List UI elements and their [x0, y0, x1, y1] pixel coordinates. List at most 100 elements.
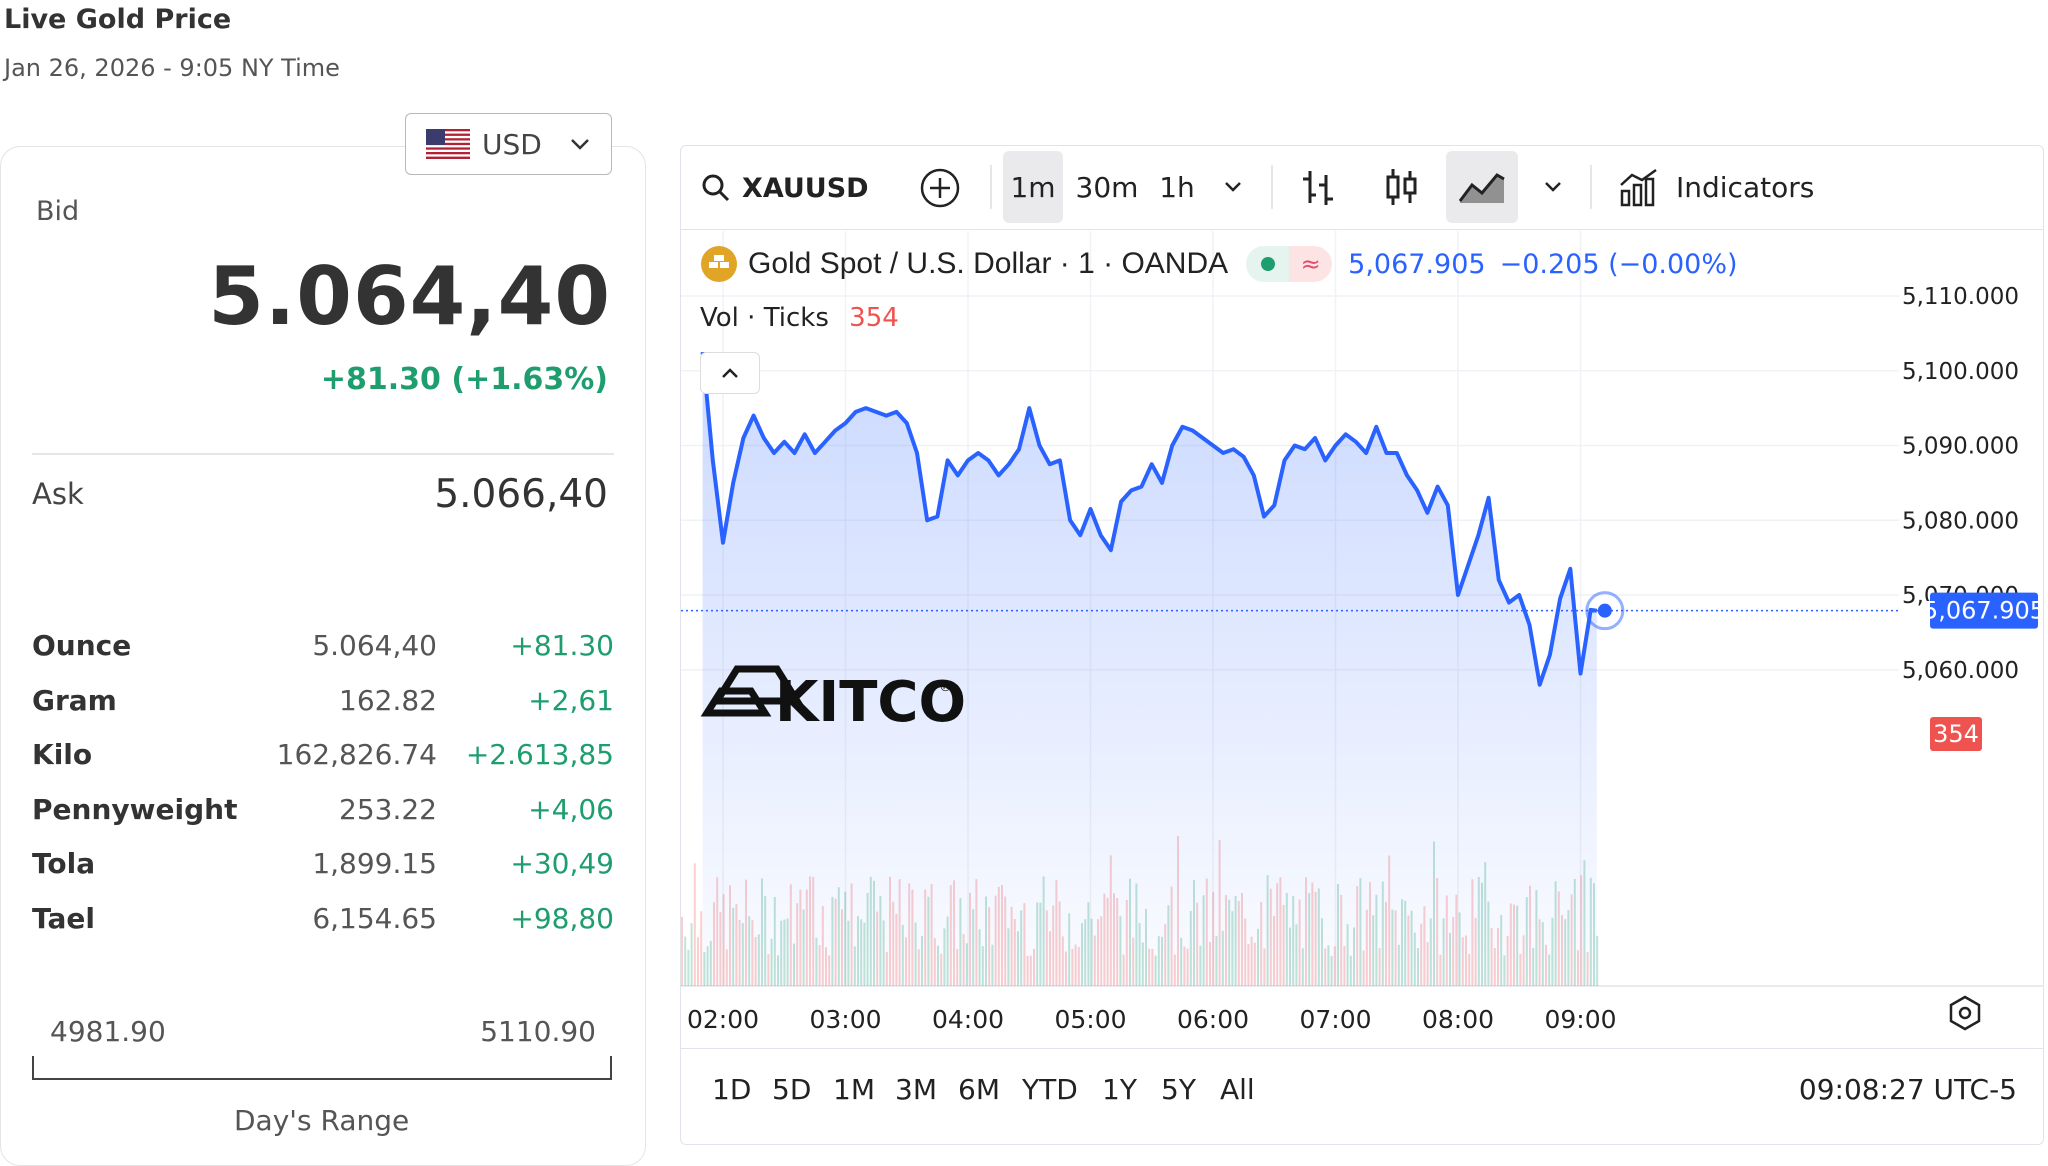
toolbar-separator	[990, 165, 992, 209]
indicators-label: Indicators	[1676, 170, 1815, 204]
range-5y[interactable]: 5Y	[1161, 1073, 1196, 1106]
delayed-data-icon: ≈	[1289, 246, 1333, 282]
last-price-label: 5,067.905	[1923, 597, 2043, 625]
page-title: Live Gold Price	[4, 4, 232, 35]
weight-change: +2,61	[528, 684, 614, 717]
chevron-up-icon	[722, 368, 738, 378]
symbol-search[interactable]: XAUUSD	[700, 162, 870, 214]
price-area-fill	[702, 352, 1597, 987]
range-ytd[interactable]: YTD	[1022, 1073, 1078, 1106]
weight-price: 5.064,40	[312, 629, 437, 662]
range-5d[interactable]: 5D	[772, 1073, 812, 1106]
volume-bar	[700, 911, 703, 986]
weight-price: 253.22	[339, 793, 437, 826]
timezone-clock[interactable]: 09:08:27 UTC-5	[1798, 1073, 2017, 1106]
last-price-box	[1930, 592, 2038, 629]
interval-1m[interactable]: 1m	[1003, 151, 1063, 223]
area-chart-type-button[interactable]	[1446, 151, 1518, 223]
chart-toolbar	[681, 146, 2043, 230]
weight-name: Kilo	[32, 738, 93, 771]
plus-circle-icon	[920, 168, 960, 208]
candles-icon	[1386, 169, 1417, 205]
day-range-high: 5110.90	[480, 1015, 596, 1048]
kitco-logo: KITCO ®	[700, 665, 966, 735]
weight-row: Tael 6,154.65 +98,80	[32, 902, 614, 942]
volume-value-box	[1930, 717, 1982, 751]
volume-bar	[687, 949, 690, 986]
price-tick-label: 5,080.000	[1902, 508, 2019, 534]
volume-bar	[1596, 935, 1599, 986]
range-1y[interactable]: 1Y	[1102, 1073, 1137, 1106]
weight-name: Pennyweight	[32, 793, 238, 826]
interval-1h[interactable]: 1h	[1159, 170, 1195, 204]
svg-text:®: ®	[939, 680, 952, 695]
chevron-down-icon	[1225, 182, 1241, 192]
last-price-dot	[1597, 603, 1612, 618]
legend-last-price: 5,067.905	[1348, 248, 1486, 280]
axis-settings-icon	[1949, 995, 1981, 1031]
chevron-down-icon	[571, 139, 589, 150]
bid-change: +81.30 (+1.63%)	[320, 362, 608, 397]
instrument-name: Gold Spot / U.S. Dollar · 1 · OANDA	[748, 247, 1229, 280]
range-bar	[681, 1048, 2043, 1142]
time-tick-label: 06:00	[1177, 1005, 1249, 1034]
day-range-bar	[32, 1056, 612, 1080]
price-axis: 5,110.0005,100.0005,090.0005,080.0005,07…	[1902, 284, 2019, 684]
toolbar-separator	[1271, 165, 1273, 209]
weight-price: 162,826.74	[276, 738, 437, 771]
price-tick-label: 5,100.000	[1902, 359, 2019, 385]
indicators-button[interactable]: Indicators	[1618, 160, 1818, 214]
price-tick-label: 5,090.000	[1902, 434, 2019, 460]
weight-row: Kilo 162,826.74 +2.613,85	[32, 738, 614, 778]
price-tick-label: 5,110.000	[1902, 284, 2019, 310]
weight-row: Gram 162.82 +2,61	[32, 684, 614, 724]
volume-label: Vol · Ticks	[700, 303, 829, 333]
weight-row: Pennyweight 253.22 +4,06	[32, 793, 614, 833]
weight-change: +2.613,85	[465, 738, 614, 771]
price-line	[700, 351, 1598, 687]
time-axis: 02:00 03:00 04:00 05:00 06:00 07:00 08:00 09:00	[687, 1005, 1617, 1034]
volume-legend: Vol · Ticks 354	[700, 303, 899, 333]
weight-name: Ounce	[32, 629, 132, 662]
weight-change: +30,49	[510, 847, 614, 880]
interval-30m[interactable]: 30m	[1075, 170, 1139, 204]
price-chart[interactable]: 5,110.0005,100.0005,090.0005,080.0005,07…	[681, 231, 2043, 1048]
candle-chart-type-button[interactable]	[1381, 163, 1421, 211]
chart-type-dropdown[interactable]	[1536, 170, 1570, 204]
weight-price: 6,154.65	[312, 902, 437, 935]
range-1d[interactable]: 1D	[712, 1073, 752, 1106]
legend-change: −0.205 (−0.00%)	[1499, 248, 1738, 280]
range-all[interactable]: All	[1220, 1073, 1255, 1106]
weight-change: +81.30	[510, 629, 614, 662]
area-chart-icon	[1458, 173, 1505, 203]
interval-dropdown[interactable]	[1216, 170, 1250, 204]
time-tick-label: 07:00	[1299, 1005, 1371, 1034]
divider	[32, 453, 614, 455]
market-status-badge: ≈	[1246, 246, 1333, 282]
day-range-low: 4981.90	[50, 1015, 166, 1048]
volume-bar	[684, 936, 687, 986]
time-tick-label: 05:00	[1054, 1005, 1126, 1034]
weight-change: +98,80	[510, 902, 614, 935]
market-open-dot-icon	[1246, 246, 1290, 282]
collapse-legend-button[interactable]	[700, 352, 760, 394]
range-1m[interactable]: 1M	[833, 1073, 875, 1106]
weight-price: 162.82	[339, 684, 437, 717]
bid-label: Bid	[36, 196, 80, 227]
time-tick-label: 04:00	[932, 1005, 1004, 1034]
range-3m[interactable]: 3M	[895, 1073, 937, 1106]
range-6m[interactable]: 6M	[958, 1073, 1000, 1106]
time-tick-label: 03:00	[809, 1005, 881, 1034]
currency-select[interactable]: USD	[405, 113, 612, 175]
weight-name: Gram	[32, 684, 117, 717]
time-tick-label: 08:00	[1422, 1005, 1494, 1034]
bar-chart-type-button[interactable]	[1298, 163, 1338, 211]
last-price-ring	[1585, 591, 1625, 631]
weight-row: Ounce 5.064,40 +81.30	[32, 629, 614, 669]
weight-price: 1,899.15	[312, 847, 437, 880]
volume-bar	[697, 937, 699, 986]
compare-button[interactable]	[916, 164, 964, 212]
time-tick-label: 02:00	[687, 1005, 759, 1034]
weight-change: +4,06	[528, 793, 614, 826]
volume-bar	[681, 916, 683, 986]
